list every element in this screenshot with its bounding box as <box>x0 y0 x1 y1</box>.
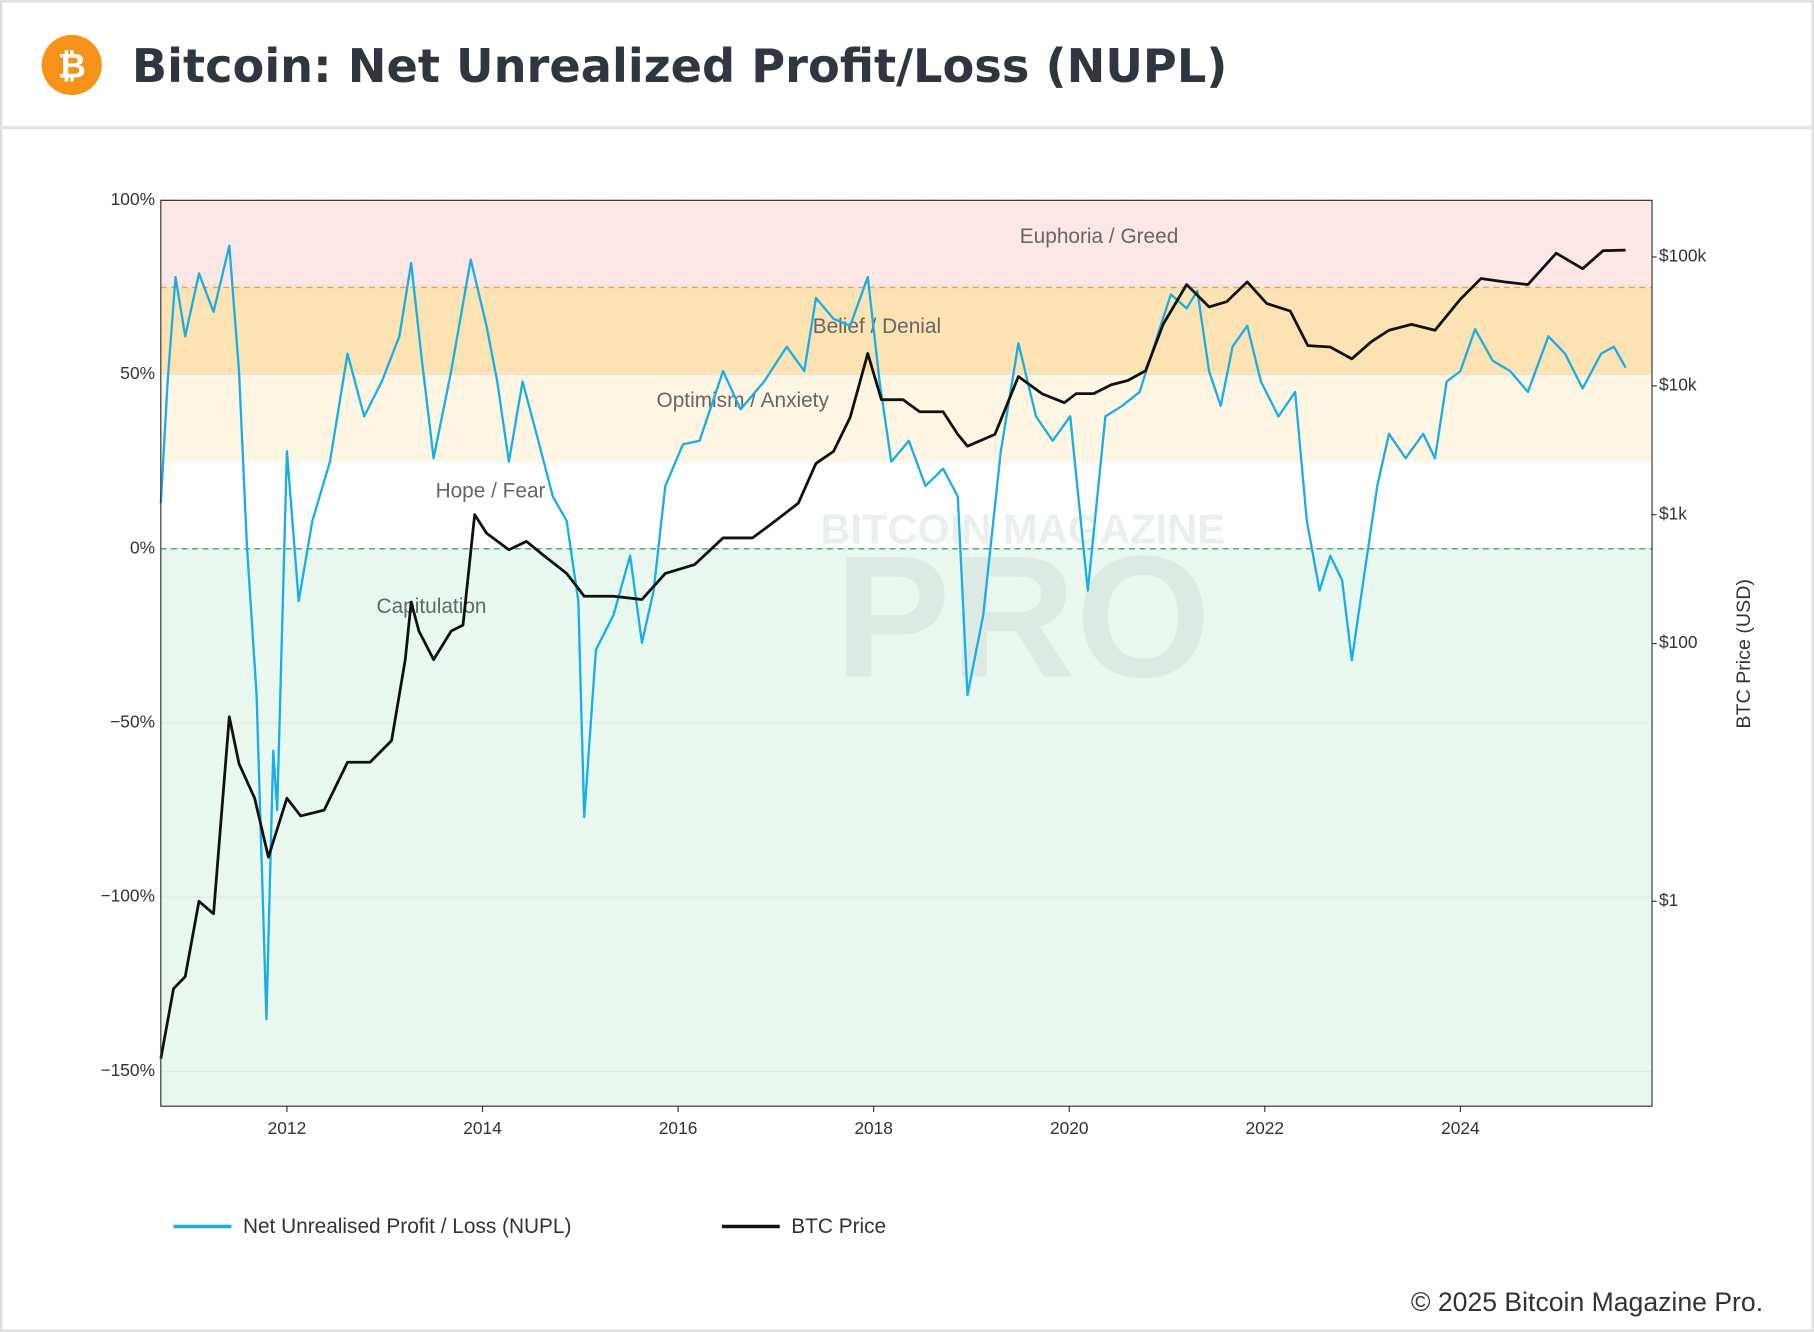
zone-label: Euphoria / Greed <box>1020 225 1179 248</box>
zone-label: Optimism / Anxiety <box>657 389 830 412</box>
zone-band <box>160 461 1653 549</box>
plot-area: 100% 50% 0% −50% −100% −150% BITCOIN MAGAZINEP… <box>101 189 1707 1138</box>
zone-band <box>160 287 1653 375</box>
x-tick-label: 2018 <box>854 1118 893 1138</box>
x-tick-label: 2014 <box>463 1118 502 1138</box>
y-tick-label: 100% <box>111 189 155 209</box>
zone-label: Belief / Denial <box>813 315 941 338</box>
zone-band <box>160 200 1653 288</box>
y-tick-label: −100% <box>101 886 156 906</box>
bitcoin-logo-glyph: ₿ <box>58 46 86 86</box>
watermark-main: PRO <box>835 520 1211 714</box>
plot-border <box>160 199 1653 1107</box>
zone-label: Hope / Fear <box>436 479 546 502</box>
y2-tick-label: $100 <box>1659 632 1698 652</box>
legend-label: BTC Price <box>791 1215 886 1238</box>
x-tick-label: 2012 <box>268 1118 307 1138</box>
bitcoin-logo <box>41 34 102 96</box>
y2-axis-label: BTC Price (USD) <box>1733 579 1755 729</box>
y-tick-label: −50% <box>110 712 155 732</box>
zone-band <box>160 374 1653 462</box>
x-tick-label: 2022 <box>1246 1118 1285 1138</box>
zone-label: Capitulation <box>377 595 487 618</box>
watermark-top: BITCOIN MAGAZINE <box>820 505 1225 552</box>
y-tick-label: −150% <box>101 1060 156 1080</box>
footer: © 2025 Bitcoin Magazine Pro. <box>1411 1287 1763 1317</box>
y2-tick-label: $10k <box>1659 374 1697 394</box>
zone-band <box>160 548 1653 1107</box>
legend-label: Net Unrealised Profit / Loss (NUPL) <box>243 1215 572 1238</box>
y2-tick-label: $1 <box>1659 890 1678 910</box>
y-tick-label: 0% <box>130 537 155 557</box>
series-line <box>159 248 1626 1060</box>
y2-tick-label: $100k <box>1659 246 1707 266</box>
series-line <box>159 244 1627 1021</box>
y2-tick-label: $1k <box>1659 503 1687 523</box>
x-tick-label: 2020 <box>1050 1118 1089 1138</box>
y-tick-label: 50% <box>120 363 155 383</box>
chart-title: Bitcoin: Net Unrealized Profit/Loss (NUP… <box>132 39 1228 93</box>
x-tick-label: 2024 <box>1441 1118 1480 1138</box>
x-tick-label: 2016 <box>659 1118 698 1138</box>
